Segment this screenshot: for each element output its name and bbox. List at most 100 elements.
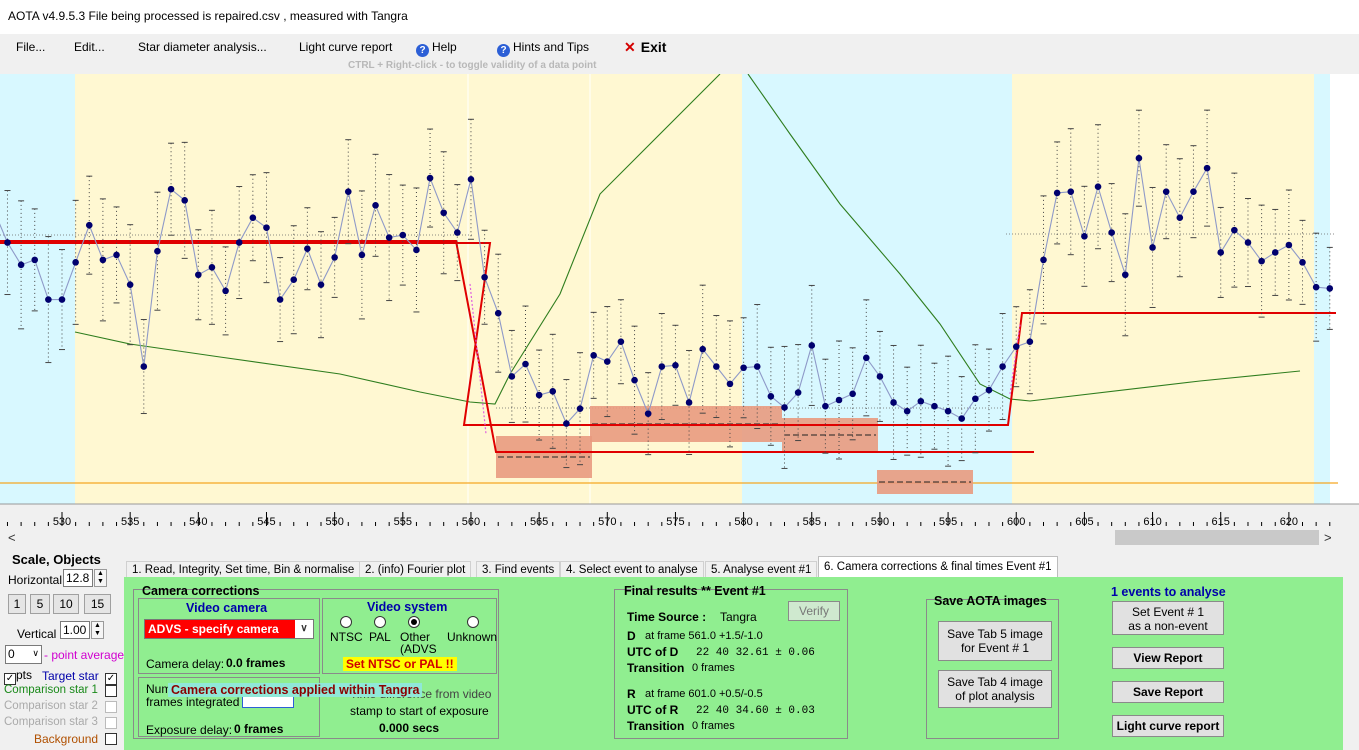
horizontal-label: Horizontal xyxy=(8,573,63,587)
scale-button-10[interactable]: 10 xyxy=(53,594,79,614)
menu-hints[interactable]: ? Hints and Tips xyxy=(497,40,589,57)
final-results-title: Final results ** Event #1 xyxy=(624,584,766,598)
chevron-down-icon: ∨ xyxy=(32,648,39,658)
time-diff-value: 0.000 secs xyxy=(379,721,440,735)
data-point xyxy=(658,363,666,370)
comparison-star-3-box xyxy=(105,717,117,729)
comparison-star-3-checkbox[interactable] xyxy=(105,716,117,730)
vertical-spinner[interactable]: ▲ ▼ xyxy=(91,621,104,639)
save-tab4-label-2: of plot analysis xyxy=(955,689,1035,703)
scale-button-1[interactable]: 1 xyxy=(8,594,26,614)
menu-file[interactable]: File... xyxy=(16,40,46,54)
x-tick-label: 555 xyxy=(394,516,412,528)
pal-radio[interactable] xyxy=(374,616,386,628)
camera-delay-value: 0.0 frames xyxy=(226,656,286,670)
data-point xyxy=(1326,285,1334,292)
tab-fourier-plot[interactable]: 2. (info) Fourier plot xyxy=(359,561,472,579)
data-point xyxy=(426,174,434,182)
data-point xyxy=(372,202,379,209)
data-point xyxy=(467,175,475,183)
view-report-button[interactable]: View Report xyxy=(1112,647,1224,669)
plot-band xyxy=(1330,74,1359,504)
menu-bar: File... Edit... Star diameter analysis..… xyxy=(0,34,1359,74)
menu-help[interactable]: ? Help xyxy=(416,40,457,57)
menu-star-diameter[interactable]: Star diameter analysis... xyxy=(138,40,267,54)
camera-corrections-group xyxy=(133,589,499,739)
save-tab4-image-button[interactable]: Save Tab 4 image of plot analysis xyxy=(938,670,1052,708)
horizontal-scale-input[interactable]: 12.8 xyxy=(63,569,93,587)
data-point xyxy=(685,399,693,406)
data-point xyxy=(849,390,856,398)
data-point xyxy=(263,224,270,231)
events-count-title: 1 events to analyse xyxy=(1111,585,1226,599)
scroll-left-arrow-icon[interactable]: < xyxy=(8,530,16,545)
data-point xyxy=(1312,283,1320,291)
scale-objects-title: Scale, Objects xyxy=(12,552,101,567)
point-average-select[interactable]: 0 ∨ xyxy=(5,645,42,664)
data-point xyxy=(317,281,325,288)
tab-find-events[interactable]: 3. Find events xyxy=(476,561,561,579)
save-images-group xyxy=(926,599,1059,739)
pal-label: PAL xyxy=(369,630,391,644)
x-tick-label: 610 xyxy=(1143,516,1161,528)
tab-select-event[interactable]: 4. Select event to analyse xyxy=(560,561,704,579)
light-curve-report-button[interactable]: Light curve report xyxy=(1112,715,1224,737)
target-star-checkbox[interactable]: ✓ xyxy=(105,668,117,685)
data-point xyxy=(617,338,625,346)
scale-button-5[interactable]: 5 xyxy=(30,594,50,614)
transition-r-value: 0 frames xyxy=(692,720,735,732)
horizontal-scrollbar-thumb[interactable] xyxy=(1115,530,1319,545)
data-point xyxy=(876,373,884,380)
menu-exit[interactable]: ✕ Exit xyxy=(624,39,666,56)
data-point xyxy=(890,399,897,406)
utc-d-value: 22 40 32.61 ± 0.06 xyxy=(696,647,815,659)
comparison-star-2-checkbox[interactable] xyxy=(105,700,117,714)
data-point xyxy=(399,231,407,239)
comparison-star-1-checkbox[interactable] xyxy=(105,684,117,698)
horizontal-spinner[interactable]: ▲ ▼ xyxy=(94,569,107,587)
camera-delay-label: Camera delay: xyxy=(146,657,225,671)
save-images-title: Save AOTA images xyxy=(934,594,1047,608)
background-checkbox[interactable] xyxy=(105,732,117,746)
tab-camera-corrections[interactable]: 6. Camera corrections & final times Even… xyxy=(818,556,1058,579)
transition-r-label: Transition xyxy=(627,719,685,733)
data-point xyxy=(835,396,843,404)
data-point xyxy=(154,247,161,255)
data-point xyxy=(903,407,911,415)
data-point xyxy=(290,276,298,284)
data-point xyxy=(1081,233,1088,240)
other-radio[interactable] xyxy=(408,616,420,628)
data-point xyxy=(140,363,148,370)
save-tab5-image-button[interactable]: Save Tab 5 image for Event # 1 xyxy=(938,621,1052,661)
x-tick-label: 560 xyxy=(462,516,480,528)
utc-r-label: UTC of R xyxy=(627,703,679,717)
verify-button[interactable]: Verify xyxy=(788,601,840,621)
data-point xyxy=(726,380,734,388)
data-point xyxy=(181,197,188,204)
data-point xyxy=(1217,249,1225,256)
menu-light-curve-report[interactable]: Light curve report xyxy=(299,40,393,54)
set-non-event-button[interactable]: Set Event # 1 as a non-event xyxy=(1112,601,1224,635)
unknown-radio[interactable] xyxy=(467,616,479,628)
data-point xyxy=(481,273,488,281)
menu-edit[interactable]: Edit... xyxy=(74,40,105,54)
data-point xyxy=(99,256,107,264)
help-icon: ? xyxy=(416,44,429,57)
data-point xyxy=(454,229,461,236)
scroll-right-arrow-icon[interactable]: > xyxy=(1324,530,1332,545)
camera-select[interactable]: ADVS - specify camera ∨ xyxy=(144,619,314,639)
menu-exit-label: Exit xyxy=(640,39,667,55)
tab-read-integrity[interactable]: 1. Read, Integrity, Set time, Bin & norm… xyxy=(126,561,361,579)
light-curve-plot[interactable]: 530 535 540 545 550 555 560 565 570 575 580 585 590 5… xyxy=(0,74,1359,530)
x-tick-label: 575 xyxy=(666,516,684,528)
tab-analyse-event[interactable]: 5. Analyse event #1 xyxy=(705,561,818,579)
scale-button-15[interactable]: 15 xyxy=(84,594,111,614)
vertical-scale-input[interactable]: 1.00 xyxy=(60,621,90,639)
data-point xyxy=(549,388,557,395)
data-point xyxy=(208,264,216,271)
save-report-button[interactable]: Save Report xyxy=(1112,681,1224,703)
save-tab4-label-1: Save Tab 4 image xyxy=(947,675,1043,689)
ntsc-radio[interactable] xyxy=(340,616,352,628)
pts-checkbox[interactable]: ✓ pts xyxy=(4,668,32,685)
num-frames-label-1: Num xyxy=(146,682,172,696)
